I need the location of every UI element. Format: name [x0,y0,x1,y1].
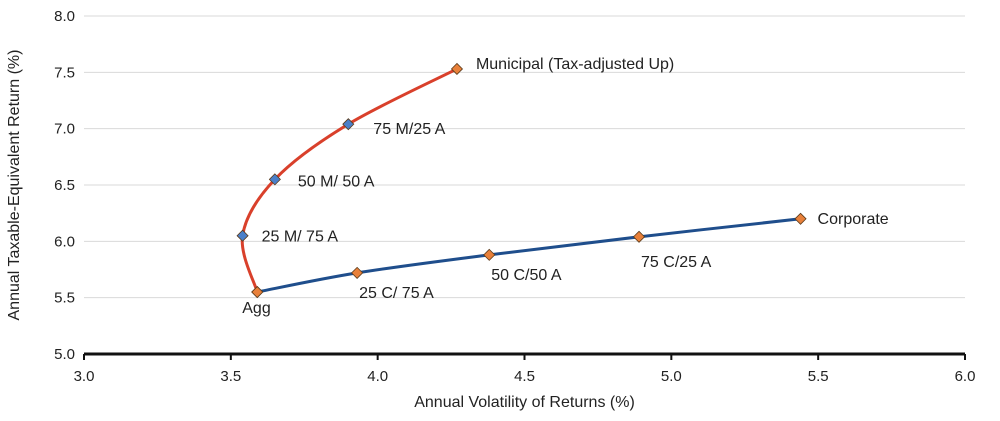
x-tick-label: 3.5 [220,368,241,385]
x-tick-label: 4.5 [514,368,535,385]
data-point-marker [632,230,646,243]
data-point-label: 50 C/50 A [491,267,562,284]
data-point-marker [236,229,249,242]
data-point-marker [351,266,364,279]
series-line [255,217,803,294]
x-axis-ticks: 3.0 3.5 4.0 4.5 5.0 5.5 6.0 [74,354,976,385]
x-tick-label: 6.0 [955,368,976,385]
y-axis-title: Annual Taxable-Equivalent Return (%) [6,50,23,321]
y-axis-ticks: 5.0 5.5 6.0 6.5 7.0 7.5 8.0 [54,8,75,363]
data-point-label: Municipal (Tax-adjusted Up) [476,56,674,73]
y-tick-label: 6.0 [54,233,75,250]
data-point-marker [251,285,264,299]
gridlines [84,15,965,299]
y-tick-label: 5.5 [54,290,75,307]
point-labels: Agg 25 M/ 75 A 50 M/ 50 A 75 M/25 A Municipa… [242,56,889,317]
series-layer [236,62,807,299]
y-tick-label: 6.5 [54,177,75,194]
y-tick-label: 7.5 [54,64,75,81]
x-tick-label: 3.0 [74,368,95,385]
data-point-label: 25 C/ 75 A [359,285,434,302]
y-tick-label: 7.0 [54,121,75,138]
data-point-marker [450,62,464,76]
x-tick-label: 4.0 [367,368,388,385]
y-tick-label: 5.0 [54,346,75,363]
x-tick-label: 5.5 [808,368,829,385]
x-axis-title: Annual Volatility of Returns (%) [414,394,635,411]
data-point-marker [268,173,281,186]
data-point-label: 25 M/ 75 A [262,229,339,246]
y-tick-label: 8.0 [54,8,75,25]
data-point-marker [483,248,496,261]
data-point-label: 75 C/25 A [641,254,712,271]
data-point-marker [342,118,355,131]
data-point-label: 50 M/ 50 A [298,173,375,190]
data-point-label: Corporate [818,211,889,228]
data-point-label: 75 M/25 A [373,121,445,138]
x-tick-label: 5.0 [661,368,682,385]
data-point-label: Agg [242,300,270,317]
series-line [240,67,459,294]
data-point-marker [794,212,807,225]
